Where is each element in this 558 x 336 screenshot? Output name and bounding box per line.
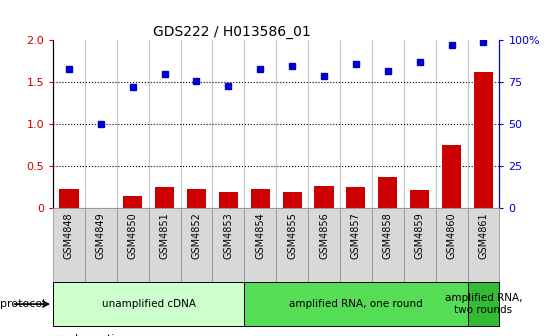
Text: GSM4859: GSM4859 xyxy=(415,212,425,259)
Bar xyxy=(372,208,404,282)
Bar xyxy=(378,177,397,208)
Bar xyxy=(187,189,206,208)
Text: GSM4861: GSM4861 xyxy=(478,212,488,259)
Bar xyxy=(59,189,79,208)
Bar xyxy=(276,208,308,282)
Bar xyxy=(53,208,85,282)
Bar xyxy=(282,192,302,208)
Text: GSM4853: GSM4853 xyxy=(223,212,233,259)
Text: amplified RNA, one round: amplified RNA, one round xyxy=(289,299,423,309)
Title: GDS222 / H013586_01: GDS222 / H013586_01 xyxy=(153,25,310,39)
Bar xyxy=(117,208,148,282)
Bar xyxy=(410,190,429,208)
Bar xyxy=(474,72,493,208)
Text: GSM4858: GSM4858 xyxy=(383,212,393,259)
Text: GSM4850: GSM4850 xyxy=(128,212,138,259)
Bar xyxy=(308,208,340,282)
Text: GSM4848: GSM4848 xyxy=(64,212,74,259)
Bar xyxy=(92,208,110,210)
Bar xyxy=(436,208,468,282)
Text: GSM4857: GSM4857 xyxy=(351,212,361,259)
Bar xyxy=(347,187,365,208)
Text: GSM4849: GSM4849 xyxy=(96,212,106,259)
Text: GSM4854: GSM4854 xyxy=(255,212,265,259)
Bar xyxy=(404,208,436,282)
Text: protocol: protocol xyxy=(0,299,45,309)
Text: ■: ■ xyxy=(53,334,64,336)
Bar xyxy=(244,208,276,282)
Bar xyxy=(468,208,499,282)
Text: GSM4852: GSM4852 xyxy=(191,212,201,259)
Text: GSM4851: GSM4851 xyxy=(160,212,170,259)
Bar xyxy=(442,145,461,208)
Bar xyxy=(155,187,174,208)
Bar xyxy=(213,208,244,282)
Text: GSM4855: GSM4855 xyxy=(287,212,297,259)
Text: amplified RNA,
two rounds: amplified RNA, two rounds xyxy=(445,293,522,315)
Bar xyxy=(251,189,270,208)
Bar xyxy=(123,196,142,208)
Bar xyxy=(181,208,213,282)
Bar xyxy=(85,208,117,282)
Text: GSM4860: GSM4860 xyxy=(446,212,456,259)
Bar xyxy=(219,192,238,208)
Text: log ratio: log ratio xyxy=(75,334,122,336)
Bar xyxy=(148,208,181,282)
Bar xyxy=(340,208,372,282)
Bar xyxy=(315,185,334,208)
Bar xyxy=(468,282,499,326)
Text: unamplified cDNA: unamplified cDNA xyxy=(102,299,196,309)
Bar xyxy=(244,282,468,326)
Bar xyxy=(53,282,244,326)
Text: GSM4856: GSM4856 xyxy=(319,212,329,259)
